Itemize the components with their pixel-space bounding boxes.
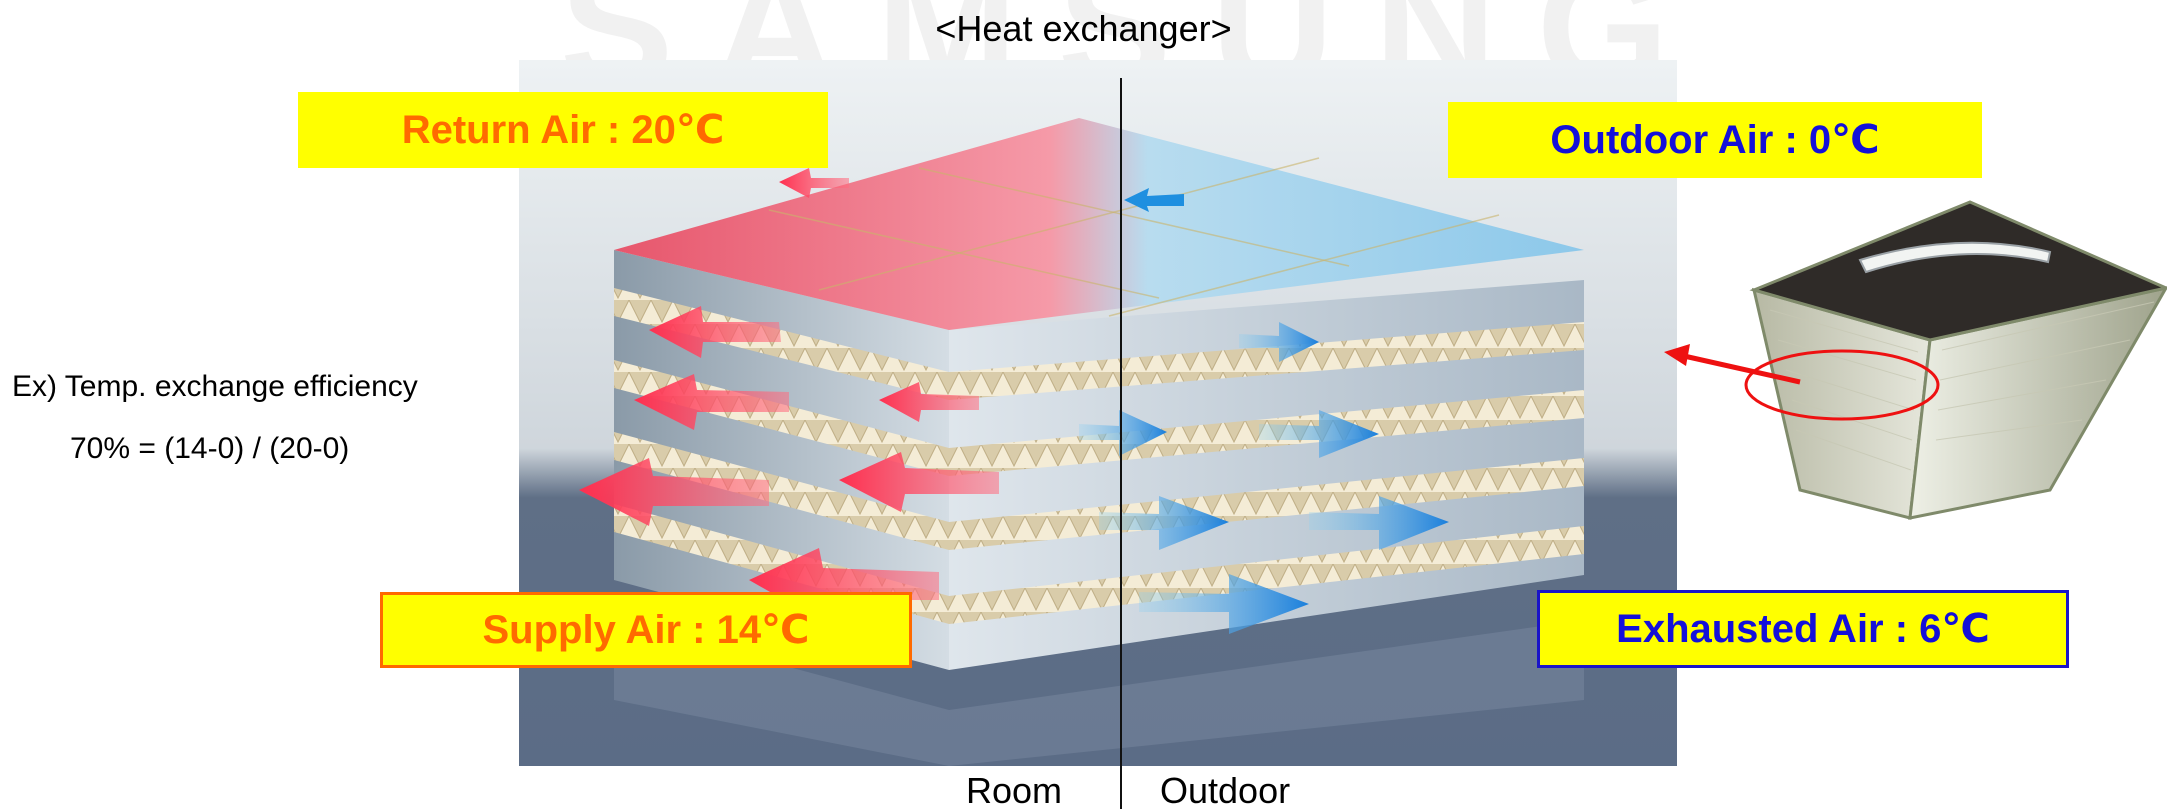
warm-arrow xyxy=(579,458,769,526)
efficiency-example-title: Ex) Temp. exchange efficiency xyxy=(12,370,418,403)
corrugated-layer-right-4 xyxy=(949,526,1584,624)
warm-arrow xyxy=(879,382,979,422)
supply-air-label: Supply Air : 14℃ xyxy=(380,592,912,668)
cool-arrow xyxy=(1239,322,1319,362)
floor-reflection xyxy=(614,620,1584,766)
top-plate-grid-b xyxy=(918,167,1350,267)
core-handle xyxy=(1858,241,2052,274)
corrugated-layer-left-2 xyxy=(614,360,949,476)
room-outdoor-divider xyxy=(1120,78,1122,809)
corrugated-layer-left-3 xyxy=(614,432,949,550)
exchanger-core-stack xyxy=(614,118,1584,766)
cool-arrow xyxy=(1139,574,1309,634)
outdoor-side-label: Outdoor xyxy=(1160,770,1291,811)
exchanger-core-photo xyxy=(1670,190,2167,540)
cool-arrow xyxy=(1124,188,1184,212)
highlight-circle xyxy=(1744,349,1940,421)
cool-arrow xyxy=(1079,410,1167,456)
outdoor-air-label: Outdoor Air : 0℃ xyxy=(1448,102,1982,178)
room-side-label: Room xyxy=(966,770,1063,811)
warm-arrow xyxy=(779,168,849,198)
diagram-title: <Heat exchanger> xyxy=(935,8,1232,49)
cool-arrow xyxy=(1259,410,1379,458)
top-plate-grid-c xyxy=(818,157,1320,291)
warm-arrow xyxy=(649,306,781,358)
core-top-face xyxy=(1749,200,2167,342)
top-plate-grid-d xyxy=(1108,214,1500,317)
warm-arrow xyxy=(839,452,999,512)
exhaust-air-arrows xyxy=(1079,188,1449,634)
cool-arrow xyxy=(1309,496,1449,550)
callout-arrow xyxy=(1664,344,1801,385)
exhausted-air-label: Exhausted Air : 6℃ xyxy=(1537,590,2069,668)
corrugated-layer-right-1 xyxy=(949,322,1584,400)
warm-arrow xyxy=(634,374,789,430)
stack-top-plate xyxy=(614,118,1584,330)
efficiency-example-formula: 70% = (14-0) / (20-0) xyxy=(70,432,350,465)
cool-arrow xyxy=(1099,496,1229,550)
top-plate-grid-a xyxy=(768,209,1160,299)
return-air-label: Return Air : 20℃ xyxy=(298,92,828,168)
